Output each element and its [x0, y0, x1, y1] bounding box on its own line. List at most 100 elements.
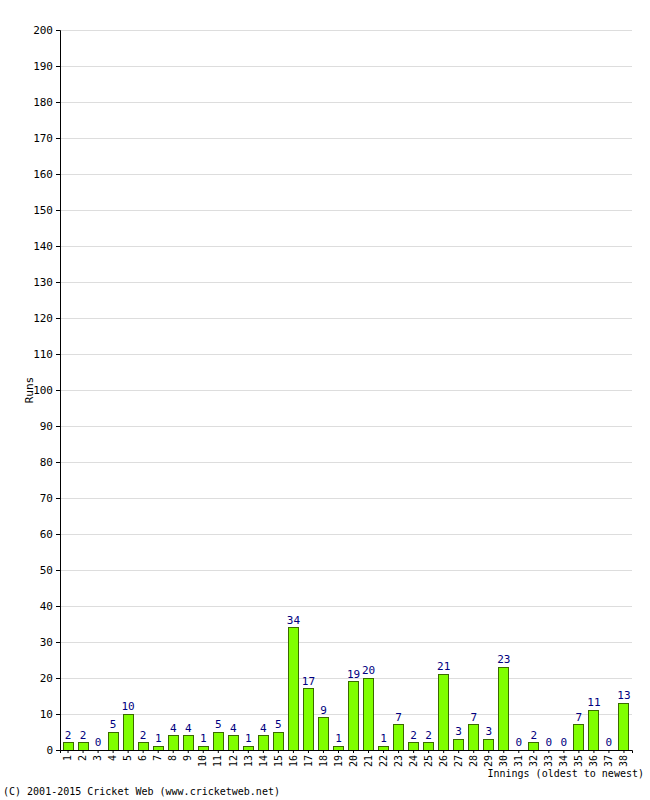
y-tick-label: 140 [33, 240, 53, 253]
y-tick-label: 100 [33, 384, 53, 397]
data-label: 5 [215, 718, 222, 731]
y-tick-mark [56, 246, 60, 247]
x-tick: 26 [438, 750, 449, 767]
x-tick: 37 [603, 750, 614, 767]
bar [499, 667, 509, 750]
x-tick-label: 9 [182, 755, 193, 761]
y-tick-mark [56, 138, 60, 139]
data-label: 11 [587, 696, 600, 709]
x-tick-label: 8 [167, 755, 178, 761]
bar [243, 746, 253, 750]
bar [333, 746, 343, 750]
x-tick: 28 [468, 750, 479, 767]
grid-line [60, 318, 632, 319]
x-tick: 16 [288, 750, 299, 767]
x-tick-label: 27 [453, 755, 464, 767]
x-tick-mark [593, 750, 594, 753]
data-label: 2 [530, 729, 537, 742]
x-tick-mark [563, 750, 564, 753]
plot: 2205102144154145341791192017222137323020… [33, 24, 632, 767]
y-tick-label: 0 [46, 744, 53, 757]
data-label: 0 [606, 736, 613, 749]
grid-line [60, 246, 632, 247]
x-tick-mark [398, 750, 399, 753]
data-label: 7 [395, 711, 402, 724]
x-tick: 21 [363, 750, 374, 767]
x-tick: 33 [543, 750, 554, 767]
y-tick: 60 [40, 528, 60, 541]
x-tick-label: 1 [62, 755, 73, 761]
y-tick: 140 [33, 240, 60, 253]
x-tick-label: 19 [333, 755, 344, 767]
y-tick-mark [56, 210, 60, 211]
bar [93, 750, 103, 751]
x-tick: 1 [62, 750, 73, 761]
grid [60, 30, 632, 750]
x-tick: 22 [378, 750, 389, 767]
x-tick-mark [368, 750, 369, 753]
grid-line [60, 606, 632, 607]
data-label: 10 [122, 700, 135, 713]
y-tick-label: 80 [40, 456, 53, 469]
y-tick-mark [56, 750, 60, 751]
data-label: 3 [485, 725, 492, 738]
x-tick-label: 17 [303, 755, 314, 767]
x-tick: 35 [573, 750, 584, 767]
data-label: 2 [410, 729, 417, 742]
grid-line [60, 210, 632, 211]
x-tick-mark [413, 750, 414, 753]
data-label: 7 [576, 711, 583, 724]
data-label: 13 [617, 689, 630, 702]
annotation: (C) 2001-2015 Cricket Web (www.cricketwe… [3, 786, 280, 797]
y-tick-mark [56, 678, 60, 679]
y-tick-mark [56, 354, 60, 355]
x-tick-mark [608, 750, 609, 753]
bar [78, 743, 88, 750]
data-label: 34 [287, 614, 301, 627]
x-tick-label: 30 [498, 755, 509, 767]
x-tick-label: 23 [393, 755, 404, 767]
bar [288, 628, 298, 750]
x-tick-label: 11 [212, 755, 223, 767]
x-tick: 14 [258, 750, 269, 767]
grid-line [60, 714, 632, 715]
data-label: 2 [140, 729, 147, 742]
x-tick-mark [68, 750, 69, 753]
x-tick-label: 38 [618, 755, 629, 767]
y-tick-label: 110 [33, 348, 53, 361]
x-tick-mark [128, 750, 129, 753]
x-tick-label: 12 [228, 755, 239, 767]
y-tick-label: 130 [33, 276, 53, 289]
data-label: 1 [200, 732, 207, 745]
y-tick-label: 90 [40, 420, 53, 433]
x-tick: 9 [182, 750, 193, 761]
x-tick-mark [533, 750, 534, 753]
x-tick-mark [203, 750, 204, 753]
y-tick-mark [56, 318, 60, 319]
grid-line [60, 534, 632, 535]
y-tick-mark [56, 426, 60, 427]
y-tick-mark [56, 534, 60, 535]
y-tick-mark [56, 390, 60, 391]
y-tick-label: 200 [33, 24, 53, 37]
x-tick: 29 [483, 750, 494, 767]
x-tick-label: 25 [423, 755, 434, 767]
data-label: 0 [515, 736, 522, 749]
y-tick-mark [56, 498, 60, 499]
x-tick-mark [233, 750, 234, 753]
x-tick: 12 [228, 750, 239, 767]
bars [63, 628, 629, 750]
y-tick: 190 [33, 60, 60, 73]
x-tick-mark [143, 750, 144, 753]
bar [153, 746, 163, 750]
bar [529, 743, 539, 750]
bar [303, 689, 313, 750]
y-tick: 170 [33, 132, 60, 145]
x-tick-mark [98, 750, 99, 753]
y-tick-mark [56, 462, 60, 463]
y-axis: 0102030405060708090100110120130140150160… [33, 24, 60, 757]
grid-line [60, 390, 632, 391]
bar [348, 682, 358, 750]
x-tick-label: 13 [243, 755, 254, 767]
x-tick-mark [158, 750, 159, 753]
